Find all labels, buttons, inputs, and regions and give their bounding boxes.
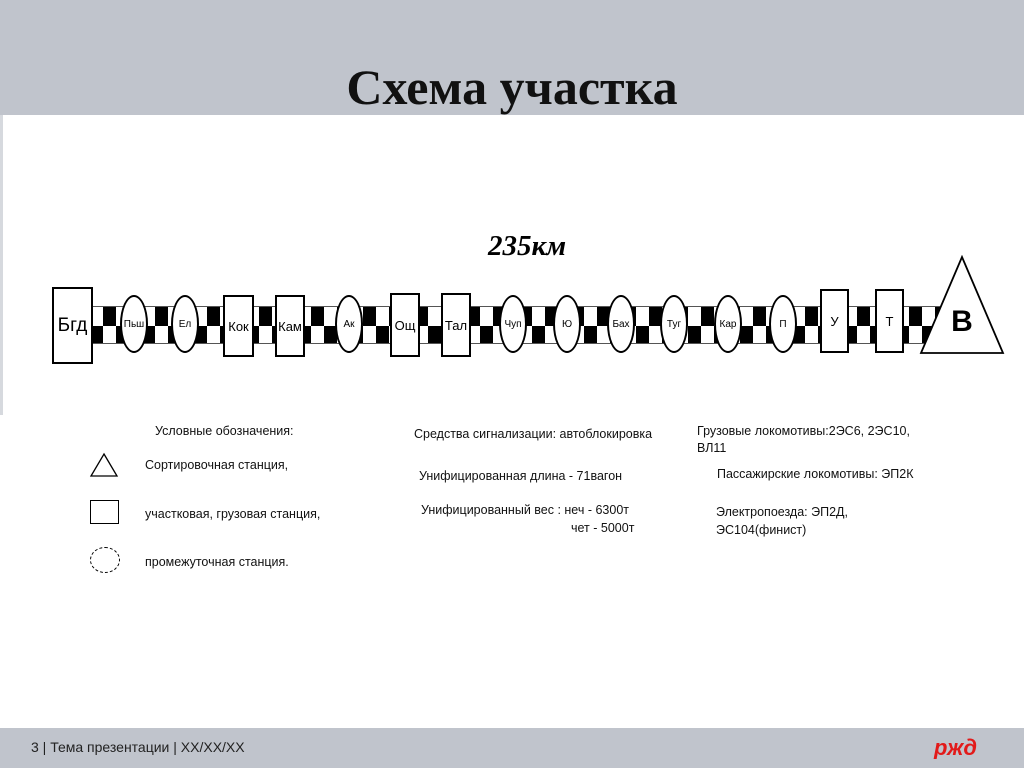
legend-title: Условные обозначения: bbox=[155, 424, 294, 438]
station-П: П bbox=[769, 295, 797, 353]
rzd-logo: ржд bbox=[933, 737, 977, 759]
freight-text-2: ВЛ11 bbox=[697, 441, 727, 455]
station-В: В bbox=[919, 254, 1005, 360]
station-Тал: Тал bbox=[441, 293, 471, 357]
legend-square: участковая, грузовая станция, bbox=[145, 507, 321, 521]
station-label: Тал bbox=[444, 317, 468, 333]
station-Кам: Кам bbox=[275, 295, 305, 357]
station-label: Ощ bbox=[394, 317, 416, 333]
station-Кар: Кар bbox=[714, 295, 742, 353]
emu-text-2: ЭС104(финист) bbox=[716, 523, 807, 537]
signaling-text: Средства сигнализации: автоблокировка bbox=[414, 427, 653, 441]
station-Бгд: Бгд bbox=[52, 287, 93, 364]
station-Ю: Ю bbox=[553, 295, 581, 353]
station-label: Ел bbox=[178, 318, 192, 330]
freight-text: Грузовые локомотивы:2ЭС6, 2ЭС10, bbox=[697, 424, 910, 438]
header-bar bbox=[0, 0, 1024, 115]
station-label: Чуп bbox=[504, 318, 522, 330]
station-Туг: Туг bbox=[660, 295, 688, 353]
passenger-text: Пассажирские локомотивы: ЭП2К bbox=[717, 467, 914, 481]
svg-text:ржд: ржд bbox=[933, 737, 977, 759]
page-title: Схема участка bbox=[346, 59, 678, 115]
station-label: Туг bbox=[666, 318, 682, 330]
station-label: Бах bbox=[612, 318, 630, 330]
station-Т: Т bbox=[875, 289, 904, 353]
station-label: У bbox=[830, 313, 839, 329]
distance-label: 235км bbox=[488, 230, 567, 262]
emu-text: Электропоезда: ЭП2Д, bbox=[716, 505, 848, 519]
footer-bar: 3 | Тема презентации | XX/XX/XX ржд bbox=[0, 728, 1024, 768]
station-Ел: Ел bbox=[171, 295, 199, 353]
square-icon bbox=[90, 500, 119, 524]
station-label: Пьш bbox=[123, 318, 145, 330]
station-label: В bbox=[951, 305, 973, 338]
triangle-icon bbox=[89, 452, 119, 477]
legend-triangle: Сортировочная станция, bbox=[145, 458, 289, 472]
station-У: У bbox=[820, 289, 849, 353]
length-text: Унифицированная длина - 71вагон bbox=[419, 469, 623, 483]
triangle-icon bbox=[919, 254, 1005, 354]
station-label: Бгд bbox=[57, 314, 88, 336]
weight-even-text: чет - 5000т bbox=[571, 521, 635, 535]
station-Пьш: Пьш bbox=[120, 295, 148, 353]
station-label: П bbox=[779, 318, 787, 330]
station-Ак: Ак bbox=[335, 295, 363, 353]
weight-text: Унифицированный вес : неч - 6300т bbox=[421, 503, 629, 517]
legend-circle: промежуточная станция. bbox=[145, 555, 289, 569]
station-label: Кам bbox=[278, 318, 302, 334]
station-label: Кок bbox=[228, 318, 249, 334]
station-Бах: Бах bbox=[607, 295, 635, 353]
left-stripe bbox=[0, 115, 3, 415]
footer-text: 3 | Тема презентации | XX/XX/XX bbox=[31, 739, 245, 755]
station-label: Кар bbox=[719, 318, 737, 330]
station-label: Ак bbox=[343, 318, 355, 330]
station-Кок: Кок bbox=[223, 295, 254, 357]
station-Чуп: Чуп bbox=[499, 295, 527, 353]
station-Ощ: Ощ bbox=[390, 293, 420, 357]
station-label: Т bbox=[885, 313, 894, 329]
circle-icon bbox=[90, 547, 120, 573]
station-label: Ю bbox=[561, 318, 573, 330]
